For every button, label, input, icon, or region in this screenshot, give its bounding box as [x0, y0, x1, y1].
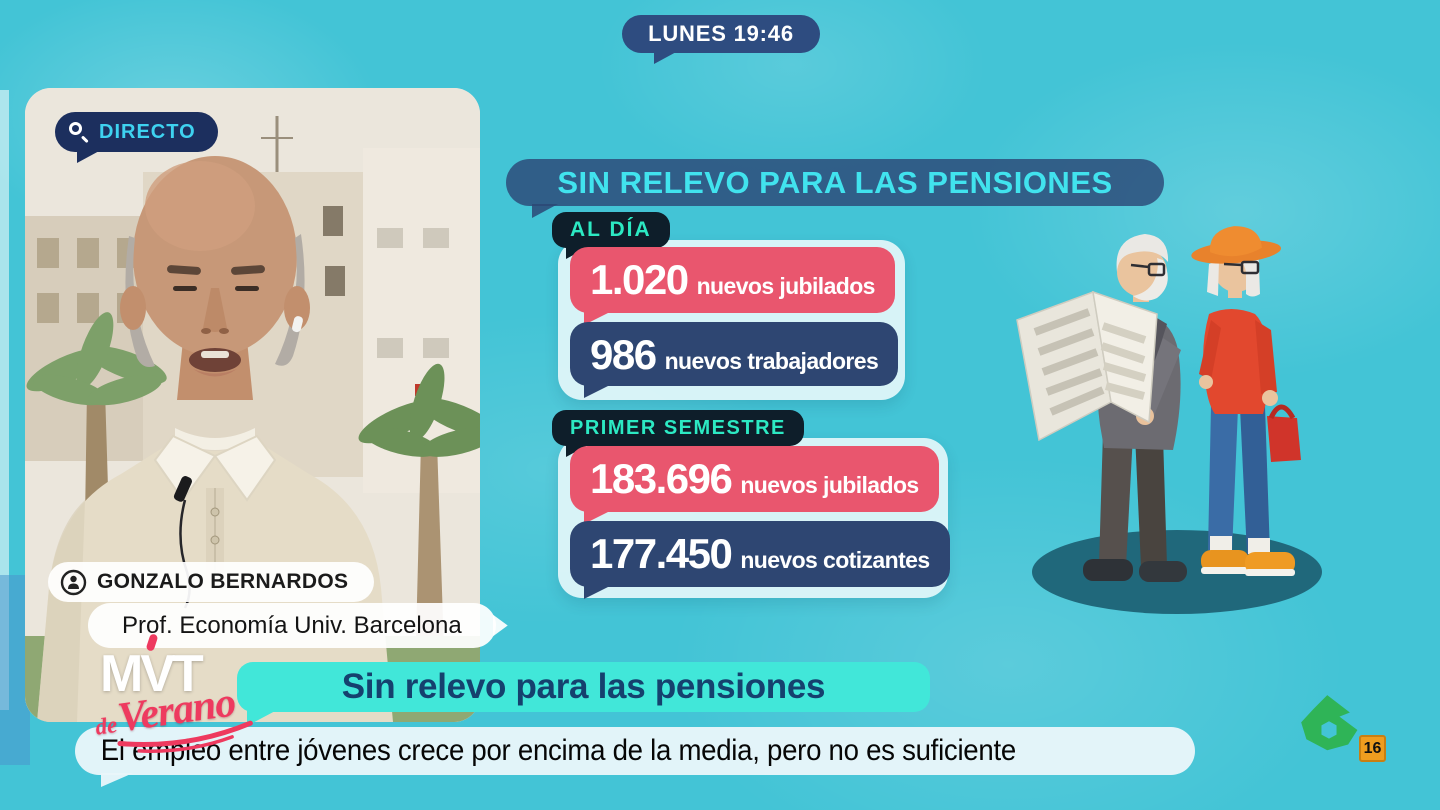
- group-label: PRIMER SEMESTRE: [570, 416, 786, 439]
- stat-label: nuevos jubilados: [740, 472, 919, 498]
- speaker-nameplate: GONZALO BERNARDOS: [48, 562, 375, 602]
- program-logo: MVT deVerano: [94, 633, 276, 756]
- script-flourish: [117, 720, 253, 753]
- infographic-title: SIN RELEVO PARA LAS PENSIONES: [506, 159, 1164, 206]
- stat-pill-jubilados-dia: 1.020 nuevos jubilados: [570, 247, 895, 313]
- stat-label: nuevos trabajadores: [664, 348, 879, 374]
- newspaper: [1016, 290, 1158, 442]
- lasexta-logo: [1301, 695, 1358, 751]
- speaker-title: Prof. Economía Univ. Barcelona: [122, 611, 462, 639]
- speaker-name: GONZALO BERNARDOS: [97, 570, 349, 593]
- speaker-titleplate: Prof. Economía Univ. Barcelona: [88, 603, 496, 648]
- age-rating-text: 16: [1363, 739, 1382, 757]
- headline-banner: Sin relevo para las pensiones: [237, 662, 930, 712]
- sun-hat: [1191, 226, 1282, 264]
- stat-label: nuevos jubilados: [696, 273, 876, 299]
- stat-value: 1.020: [590, 256, 689, 303]
- time-badge-label: LUNES 19:46: [648, 21, 794, 46]
- stat-value: 986: [590, 331, 657, 378]
- stat-value: 177.450: [590, 530, 733, 577]
- program-edition: deVerano: [91, 678, 253, 753]
- handbag: [1267, 416, 1301, 462]
- age-rating-badge: 16: [1359, 735, 1386, 762]
- background-light-streak: [0, 90, 9, 710]
- video-scene: [25, 88, 480, 722]
- stat-value: 183.696: [590, 455, 733, 502]
- group-badge-semestre: PRIMER SEMESTRE: [552, 410, 804, 446]
- infographic-title-text: SIN RELEVO PARA LAS PENSIONES: [557, 164, 1113, 200]
- program-logo-text: MVT: [100, 645, 204, 703]
- news-ticker: El empleo entre jóvenes crece por encima…: [75, 727, 1195, 775]
- stat-pill-cotizantes-semestre: 177.450 nuevos cotizantes: [570, 521, 950, 587]
- stat-pill-trabajadores-dia: 986 nuevos trabajadores: [570, 322, 899, 386]
- live-badge-label: DIRECTO: [99, 120, 196, 143]
- person-icon: [60, 569, 87, 595]
- time-badge: LUNES 19:46: [622, 15, 820, 53]
- magnifier-icon: [69, 122, 89, 144]
- stat-pill-jubilados-semestre: 183.696 nuevos jubilados: [570, 446, 939, 512]
- live-badge: DIRECTO: [55, 112, 218, 152]
- group-badge-al-dia: AL DÍA: [552, 212, 670, 248]
- ticker-text: El empleo entre jóvenes crece por encima…: [100, 734, 1016, 767]
- stat-label: nuevos cotizantes: [740, 547, 930, 573]
- retired-couple-illustration: [1016, 226, 1322, 614]
- edition-prefix: de: [93, 711, 119, 740]
- headline-text: Sin relevo para las pensiones: [341, 667, 826, 706]
- group-label: AL DÍA: [570, 218, 652, 241]
- old-woman-figure: [1191, 226, 1301, 576]
